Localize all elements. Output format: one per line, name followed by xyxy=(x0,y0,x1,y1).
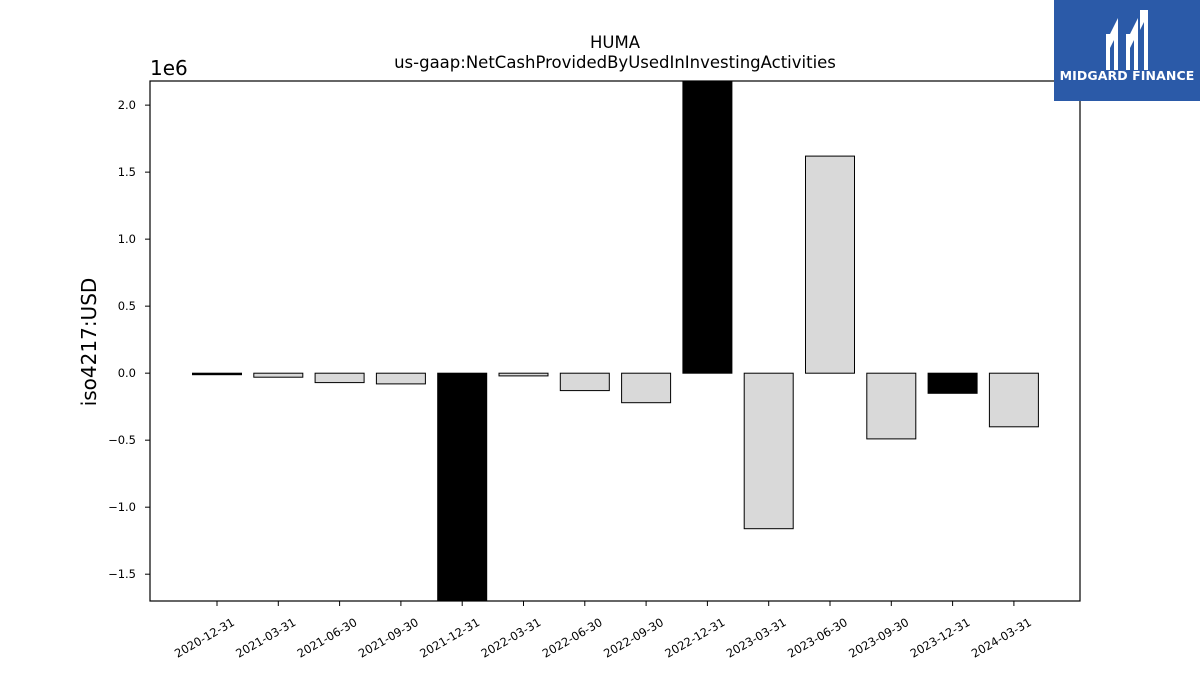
bar-2022-09-30 xyxy=(621,372,672,404)
x-tick-label: 2021-12-31 xyxy=(417,615,482,661)
x-tick-label: 2021-09-30 xyxy=(356,615,421,661)
bar-2022-03-31 xyxy=(498,372,549,377)
bar-2021-06-30 xyxy=(314,372,365,384)
logo-text: MIDGARD FINANCE xyxy=(1059,68,1195,83)
bar-2023-12-31 xyxy=(927,372,978,394)
x-tick-label: 2023-06-30 xyxy=(785,615,850,661)
x-tick-label: 2023-09-30 xyxy=(846,615,911,661)
y-multiplier-label: 1e6 xyxy=(150,56,188,80)
x-tick-label: 2022-12-31 xyxy=(662,615,727,661)
x-tick-label: 2021-03-31 xyxy=(233,615,298,661)
x-tick-label: 2021-06-30 xyxy=(295,615,360,661)
y-tick-label: 0.5 xyxy=(118,299,136,313)
brand-logo: MIDGARD FINANCE xyxy=(1054,0,1200,101)
logo-mark-icon xyxy=(1106,10,1148,70)
bar-2022-06-30 xyxy=(559,372,610,392)
bar-2023-06-30 xyxy=(805,155,855,374)
bar-2022-12-31 xyxy=(682,80,733,374)
bar-2023-03-31 xyxy=(743,372,794,530)
y-tick-label: 1.5 xyxy=(118,165,136,179)
bar-2021-12-31 xyxy=(437,372,488,602)
bar-2021-03-31 xyxy=(253,372,304,378)
bars-group xyxy=(192,80,1039,602)
y-ticks-group: −1.5 −1.0 −0.5 0.0 0.5 1.0 1.5 2.0 xyxy=(108,98,150,581)
y-tick-label: −1.0 xyxy=(108,500,136,514)
chart-subtitle: us-gaap:NetCashProvidedByUsedInInvesting… xyxy=(394,53,836,72)
bar-2021-09-30 xyxy=(375,372,426,385)
x-tick-label: 2020-12-31 xyxy=(172,615,237,661)
bar-2023-09-30 xyxy=(866,372,917,440)
x-tick-label: 2022-09-30 xyxy=(601,615,666,661)
x-tick-label: 2023-03-31 xyxy=(724,615,789,661)
y-tick-label: 0.0 xyxy=(118,366,136,380)
x-tick-label: 2024-03-31 xyxy=(969,615,1034,661)
y-tick-label: 2.0 xyxy=(118,98,136,112)
chart-title: HUMA xyxy=(590,33,641,52)
plot-frame xyxy=(149,80,1081,602)
y-tick-label: 1.0 xyxy=(118,232,136,246)
y-tick-label: −0.5 xyxy=(108,433,136,447)
x-tick-label: 2022-03-31 xyxy=(479,615,544,661)
bar-2024-03-31 xyxy=(988,372,1039,428)
x-ticks-group: 2020-12-312021-03-312021-06-302021-09-30… xyxy=(172,601,1034,661)
y-tick-label: −1.5 xyxy=(108,567,136,581)
x-tick-label: 2023-12-31 xyxy=(908,615,973,661)
x-tick-label: 2022-06-30 xyxy=(540,615,605,661)
y-axis-label: iso4217:USD xyxy=(77,278,101,407)
bar-2020-12-31 xyxy=(192,372,242,376)
